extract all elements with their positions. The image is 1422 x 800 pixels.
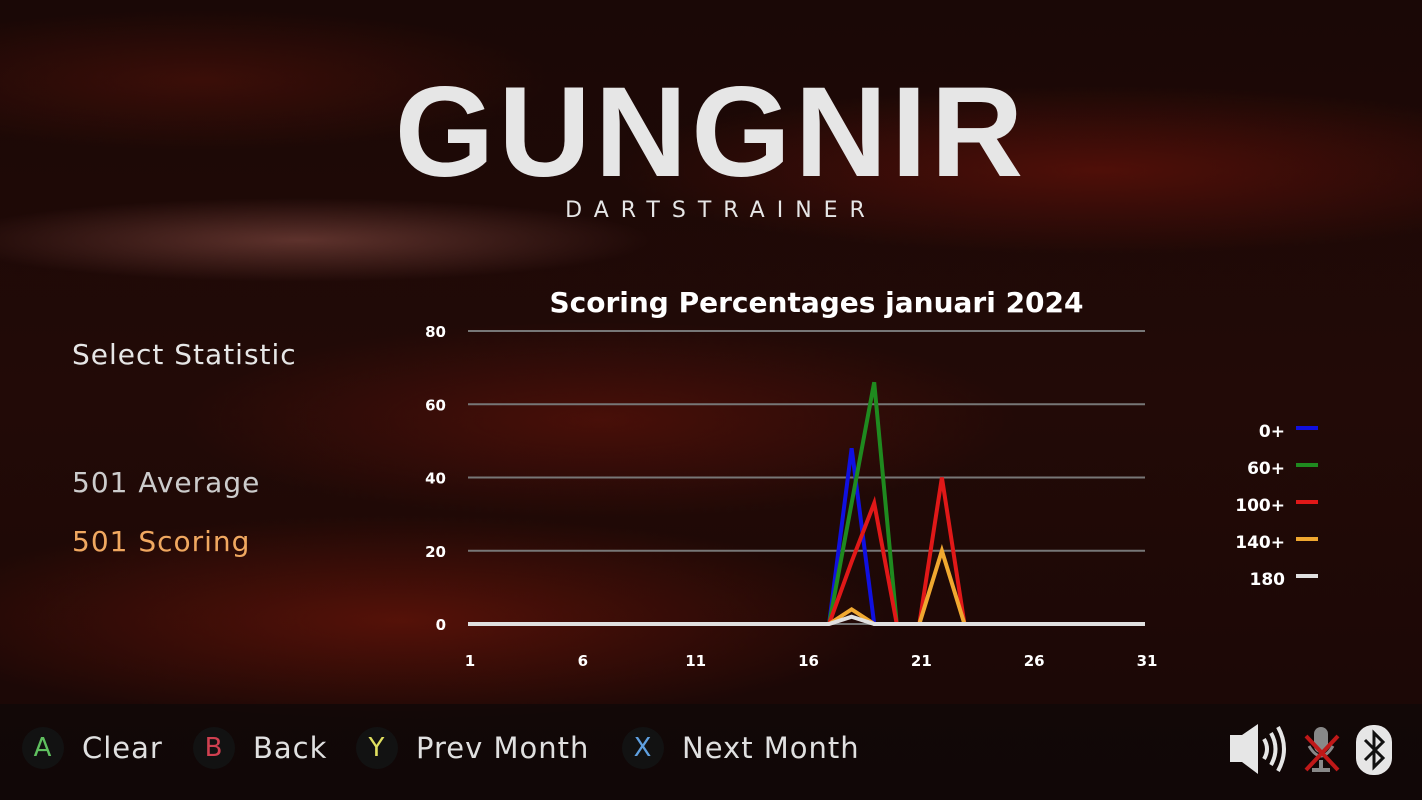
menu-item-501-average[interactable]: 501 Average	[72, 466, 261, 499]
y-tick-label: 0	[436, 616, 446, 634]
a-button-icon: A	[22, 727, 64, 769]
next-month-button[interactable]: X Next Month	[622, 727, 860, 769]
logo-subtitle: DARTSTRAINER	[565, 198, 877, 223]
series-line-180	[468, 614, 1145, 626]
series-line-60+	[827, 381, 899, 625]
legend-label: 180	[1250, 570, 1286, 590]
clear-label: Clear	[82, 731, 163, 765]
x-tick-label: 16	[798, 652, 819, 670]
x-tick-label: 26	[1024, 652, 1045, 670]
legend-label: 100+	[1235, 496, 1285, 516]
y-button-icon: Y	[356, 727, 398, 769]
back-button[interactable]: B Back	[193, 727, 327, 769]
next-month-label: Next Month	[682, 731, 860, 765]
back-label: Back	[253, 731, 328, 765]
prev-month-button[interactable]: Y Prev Month	[356, 727, 589, 769]
x-tick-label: 6	[578, 652, 588, 670]
x-tick-label: 21	[911, 652, 932, 670]
chart-title: Scoring Percentages januari 2024	[549, 286, 1083, 319]
y-tick-label: 20	[425, 543, 446, 561]
footer-bar	[0, 704, 1422, 800]
y-tick-label: 80	[425, 323, 446, 341]
x-tick-label: 11	[685, 652, 706, 670]
series-line-0+	[827, 447, 877, 625]
prev-month-label: Prev Month	[416, 731, 590, 765]
legend-label: 140+	[1235, 533, 1285, 553]
logo-title: GUNGNIR	[394, 61, 1028, 204]
y-tick-label: 60	[425, 396, 446, 414]
x-tick-label: 31	[1137, 652, 1158, 670]
clear-button[interactable]: A Clear	[22, 727, 163, 769]
speaker-icon	[1230, 724, 1286, 774]
b-button-icon: B	[193, 727, 235, 769]
legend-label: 60+	[1247, 459, 1285, 479]
x-tick-label: 1	[465, 652, 475, 670]
microphone-muted-icon	[1304, 727, 1340, 772]
y-tick-label: 40	[425, 470, 446, 488]
menu-item-501-scoring[interactable]: 501 Scoring	[72, 525, 251, 558]
scoring-chart: Scoring Percentages januari 2024 0 20 40 60 8…	[425, 286, 1318, 670]
x-button-icon: X	[622, 727, 664, 769]
menu-title: Select Statistic	[72, 338, 297, 371]
legend-label: 0+	[1259, 422, 1285, 442]
status-icons	[1230, 724, 1392, 775]
bluetooth-icon	[1356, 725, 1392, 775]
